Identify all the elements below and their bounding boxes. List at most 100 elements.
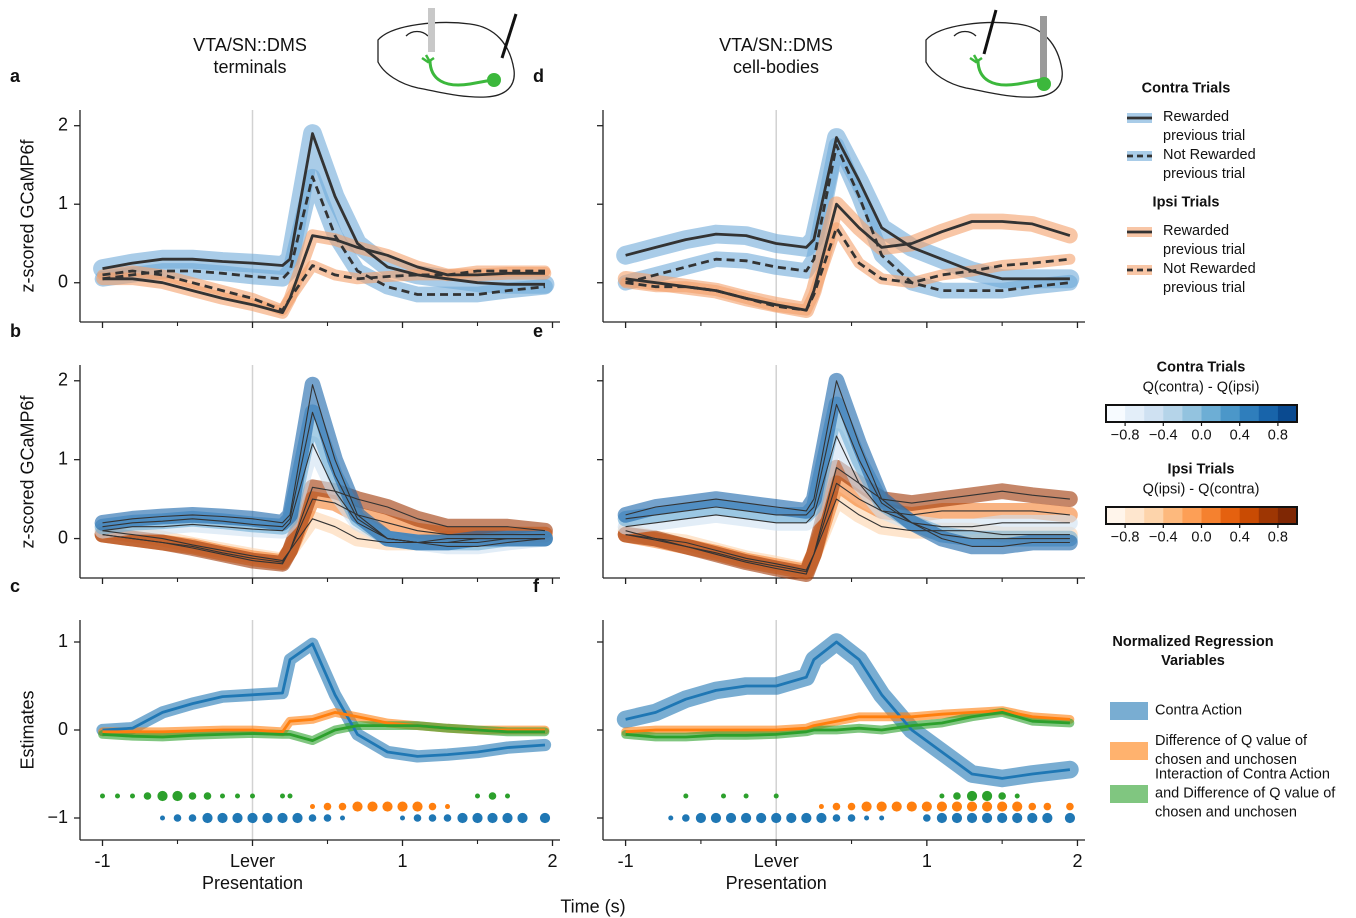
- significance-dot: [1066, 802, 1074, 811]
- line: [102, 724, 545, 742]
- line: [102, 642, 546, 758]
- legend-label: Not Rewarded previous trial: [1163, 147, 1256, 182]
- colorbar-cell: [1277, 405, 1298, 422]
- significance-dot: [502, 812, 513, 824]
- significance-dot: [323, 814, 332, 822]
- colorbar-cell: [1239, 405, 1260, 422]
- colorbar-cell: [1258, 405, 1279, 422]
- significance-dot: [1042, 812, 1053, 824]
- colorbar-subtitle: Q(ipsi) - Q(contra): [1142, 481, 1260, 498]
- line: [625, 467, 1070, 575]
- y-tick-label: 0: [58, 271, 68, 291]
- significance-dot: [951, 812, 963, 824]
- panel-label: e: [533, 321, 544, 341]
- significance-dot: [816, 812, 827, 824]
- y-tick-label: 1: [58, 193, 68, 213]
- line: [102, 264, 545, 312]
- significance-dot: [981, 801, 993, 812]
- significance-dot: [921, 801, 932, 812]
- significance-dot: [740, 812, 752, 824]
- legend-title: Ipsi Trials: [1152, 194, 1220, 211]
- significance-dot: [864, 815, 870, 821]
- line: [625, 640, 1071, 780]
- significance-dot: [786, 812, 797, 824]
- significance-dot: [487, 812, 498, 824]
- significance-dot: [906, 801, 917, 812]
- colorbar-tick-label: 0.4: [1229, 427, 1250, 444]
- legend-label: Contra Action: [1155, 702, 1243, 719]
- colorbar-cell: [1182, 405, 1202, 422]
- line: [102, 518, 545, 562]
- significance-dot: [505, 793, 510, 799]
- significance-dot: [936, 801, 948, 812]
- colorbar-cell: [1125, 405, 1145, 422]
- colorbar-tick-label: 0.4: [1229, 529, 1250, 546]
- x-tick-label: 1: [397, 851, 408, 871]
- significance-dot: [232, 812, 243, 824]
- significance-dot: [250, 793, 255, 799]
- significance-dot: [997, 812, 1008, 824]
- significance-dot: [310, 804, 315, 810]
- column-title: VTA/SN::DMS cell-bodies: [719, 35, 833, 77]
- legend-label: Not Rewarded previous trial: [1163, 261, 1256, 296]
- significance-dot: [1027, 812, 1038, 824]
- significance-dot: [475, 793, 480, 799]
- significance-dot: [457, 812, 468, 824]
- significance-dot: [682, 814, 690, 822]
- colorbar-cell: [1220, 507, 1241, 524]
- significance-dot: [397, 801, 408, 812]
- line: [625, 403, 1070, 540]
- significance-dot: [876, 801, 887, 812]
- significance-dot: [725, 812, 737, 824]
- significance-dot: [818, 804, 824, 810]
- legend-title: Contra Trials: [1141, 80, 1231, 97]
- colorbar-cell: [1201, 405, 1222, 422]
- colorbar-subtitle: Q(contra) - Q(ipsi): [1142, 379, 1260, 396]
- significance-dot: [773, 793, 779, 799]
- significance-dot: [879, 815, 885, 821]
- line: [102, 175, 546, 296]
- significance-dot: [428, 814, 437, 822]
- significance-dot: [517, 812, 528, 824]
- legend-label: Difference of Q value of chosen and unch…: [1155, 733, 1308, 768]
- line: [102, 411, 545, 544]
- significance-dot: [472, 812, 483, 824]
- colorbar-cell: [1277, 507, 1298, 524]
- significance-dot: [352, 801, 363, 812]
- x-tick-label: 2: [1072, 851, 1083, 871]
- colorbar-tick-label: −0.8: [1110, 529, 1140, 546]
- line: [625, 143, 1071, 292]
- significance-dot: [953, 792, 961, 800]
- significance-dot: [143, 792, 152, 800]
- legend-label: Rewarded previous trial: [1163, 223, 1246, 258]
- colorbar-tick-label: −0.8: [1110, 427, 1140, 444]
- y-tick-label: 1: [58, 631, 68, 651]
- panel-label: c: [10, 576, 21, 596]
- legend-patch: [1110, 785, 1148, 803]
- significance-dot: [832, 814, 841, 822]
- line: [625, 136, 1070, 281]
- significance-dot: [771, 812, 782, 824]
- x-tick-label: -1: [94, 851, 111, 871]
- panel-label: f: [533, 576, 539, 596]
- significance-dot: [1043, 802, 1052, 811]
- significance-dot: [998, 792, 1006, 800]
- significance-dot: [340, 815, 345, 821]
- significance-dot: [488, 792, 497, 800]
- colorbar-tick-label: −0.4: [1148, 529, 1178, 546]
- colorbar-title: Contra Trials: [1156, 359, 1246, 376]
- significance-dot: [292, 812, 303, 824]
- colorbar-cell: [1239, 507, 1260, 524]
- x-tick-label: Lever Presentation: [725, 851, 827, 893]
- significance-dot: [1012, 812, 1023, 824]
- significance-dot: [217, 812, 228, 824]
- significance-dot: [188, 792, 197, 800]
- y-tick-label: −1: [47, 807, 68, 827]
- significance-dot: [235, 793, 240, 799]
- colorbar-cell: [1106, 507, 1126, 524]
- significance-dot: [130, 793, 135, 799]
- significance-dot: [981, 812, 993, 824]
- legend-patch: [1110, 742, 1148, 760]
- x-tick-label: Lever Presentation: [201, 851, 304, 893]
